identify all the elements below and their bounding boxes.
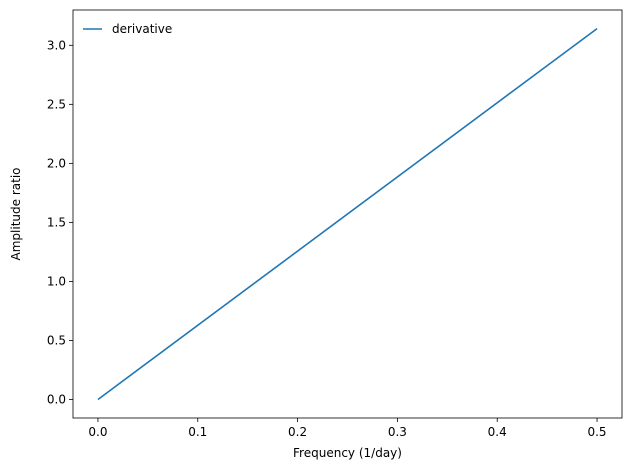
y-tick-label: 1.5 bbox=[47, 215, 66, 229]
x-tick-label: 0.3 bbox=[388, 425, 407, 439]
x-axis-ticks: 0.0 0.1 0.2 0.3 0.4 0.5 bbox=[88, 418, 607, 439]
legend-label-derivative: derivative bbox=[112, 22, 172, 36]
plot-frame bbox=[72, 9, 623, 419]
y-tick-label: 2.0 bbox=[47, 156, 66, 170]
x-tick-label: 0.4 bbox=[488, 425, 507, 439]
y-axis-label: Amplitude ratio bbox=[9, 168, 23, 261]
y-tick-label: 3.0 bbox=[47, 38, 66, 52]
y-tick-label: 1.0 bbox=[47, 274, 66, 288]
x-tick-label: 0.0 bbox=[88, 425, 107, 439]
plot-area bbox=[72, 9, 623, 419]
x-tick-label: 0.5 bbox=[587, 425, 606, 439]
y-axis-ticks: 0.0 0.5 1.0 1.5 2.0 2.5 3.0 bbox=[47, 38, 73, 406]
series-line-derivative bbox=[97, 27, 598, 401]
y-tick-label: 0.5 bbox=[47, 333, 66, 347]
x-tick-label: 0.1 bbox=[188, 425, 207, 439]
legend: derivative bbox=[83, 22, 172, 36]
y-tick-label: 0.0 bbox=[47, 392, 66, 406]
x-tick-label: 0.2 bbox=[288, 425, 307, 439]
series-layer bbox=[97, 27, 598, 401]
x-axis-label: Frequency (1/day) bbox=[293, 446, 402, 460]
y-tick-label: 2.5 bbox=[47, 97, 66, 111]
